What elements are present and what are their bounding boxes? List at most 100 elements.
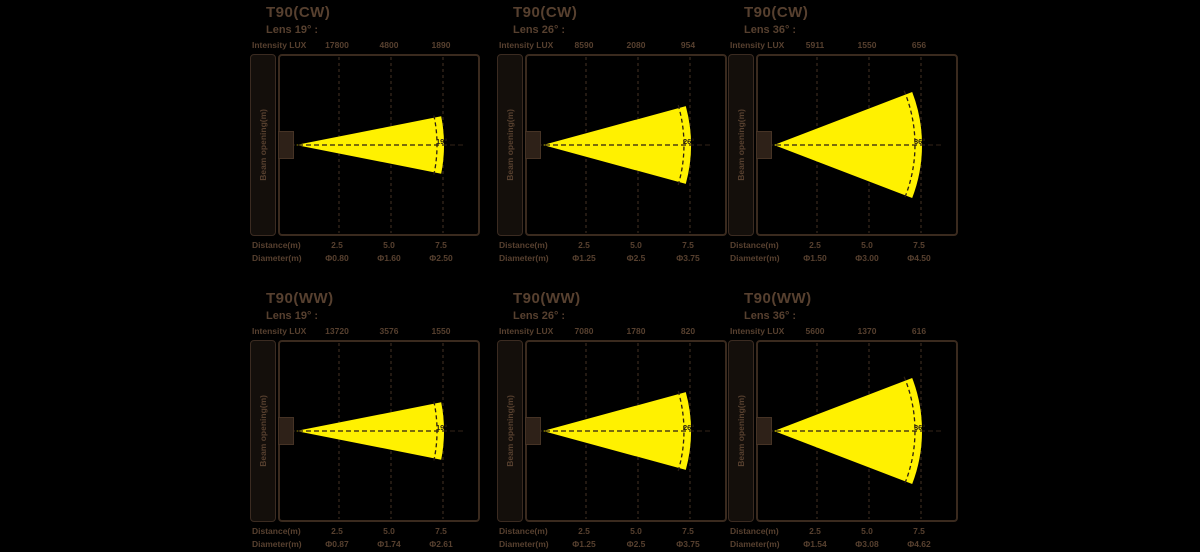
distance-value: 7.5 <box>435 240 447 250</box>
lens-angle-label: Lens 26° : <box>513 24 566 36</box>
intensity-axis-label: Intensity LUX <box>730 40 785 50</box>
intensity-row: Intensity LUX 7080 1780 820 <box>497 326 729 338</box>
distance-row: Distance(m) 2.5 5.0 7.5 <box>250 526 482 538</box>
intensity-value: 5600 <box>805 326 825 336</box>
diameter-axis-label: Diameter(m) <box>499 253 549 263</box>
beam-diagram: T90(WW) Lens 26° : Intensity LUX 7080 17… <box>497 290 729 552</box>
intensity-row: Intensity LUX 5911 1550 656 <box>728 40 960 52</box>
distance-value: 2.5 <box>809 526 821 536</box>
luminaire-fixture <box>756 131 772 159</box>
beam-cone-svg <box>760 343 944 519</box>
intensity-value: 820 <box>680 326 696 336</box>
beam-opening-label: Beam opening(m) <box>505 395 515 467</box>
intensity-value: 1550 <box>857 40 877 50</box>
distance-value: 5.0 <box>861 240 873 250</box>
beam-plot: Beam opening(m) 26° <box>497 54 727 236</box>
beam-opening-arc <box>903 376 916 486</box>
distance-value: 7.5 <box>913 240 925 250</box>
beam-angle-value: 36° <box>914 423 926 432</box>
diameter-value: Φ3.75 <box>676 539 700 549</box>
intensity-value: 8590 <box>574 40 594 50</box>
beam-opening-label: Beam opening(m) <box>505 109 515 181</box>
diameter-value: Φ2.5 <box>626 539 646 549</box>
beam-opening-axis: Beam opening(m) <box>250 340 276 522</box>
distance-axis-label: Distance(m) <box>730 240 779 250</box>
intensity-axis-label: Intensity LUX <box>730 326 785 336</box>
diameter-value: Φ1.54 <box>803 539 827 549</box>
distance-row: Distance(m) 2.5 5.0 7.5 <box>728 240 960 252</box>
beam-cone-svg <box>529 57 713 233</box>
intensity-value: 5911 <box>805 40 825 50</box>
intensity-value: 656 <box>911 40 927 50</box>
intensity-row: Intensity LUX 8590 2080 954 <box>497 40 729 52</box>
beam-opening-axis: Beam opening(m) <box>497 54 523 236</box>
intensity-axis-label: Intensity LUX <box>252 40 307 50</box>
distance-value: 7.5 <box>913 526 925 536</box>
distance-value: 2.5 <box>809 240 821 250</box>
luminaire-fixture <box>278 131 294 159</box>
intensity-value: 1890 <box>431 40 451 50</box>
beam-opening-arc <box>677 390 685 472</box>
diameter-value: Φ1.25 <box>572 253 596 263</box>
beam-diagram: T90(CW) Lens 36° : Intensity LUX 5911 15… <box>728 4 960 266</box>
diameter-value: Φ0.80 <box>325 253 349 263</box>
beam-angle-value: 26° <box>683 137 695 146</box>
lens-angle-label: Lens 26° : <box>513 310 566 322</box>
intensity-value: 17800 <box>325 40 349 50</box>
beam-angle-value: 19° <box>436 137 448 146</box>
diameter-row: Diameter(m) Φ0.87 Φ1.74 Φ2.61 <box>250 539 482 551</box>
beam-opening-axis: Beam opening(m) <box>728 340 754 522</box>
diameter-value: Φ1.25 <box>572 539 596 549</box>
beam-plot: Beam opening(m) 19° <box>250 340 480 522</box>
distance-value: 5.0 <box>383 240 395 250</box>
intensity-value: 1370 <box>857 326 877 336</box>
diameter-value: Φ3.00 <box>855 253 879 263</box>
distance-axis-label: Distance(m) <box>252 526 301 536</box>
beam-opening-arc <box>903 90 916 200</box>
distance-value: 7.5 <box>682 240 694 250</box>
distance-axis-label: Distance(m) <box>252 240 301 250</box>
distance-row: Distance(m) 2.5 5.0 7.5 <box>728 526 960 538</box>
beam-diagram: T90(CW) Lens 19° : Intensity LUX 17800 4… <box>250 4 482 266</box>
diameter-value: Φ1.60 <box>377 253 401 263</box>
intensity-value: 1550 <box>431 326 451 336</box>
intensity-value: 2080 <box>626 40 646 50</box>
diameter-value: Φ4.62 <box>907 539 931 549</box>
intensity-axis-label: Intensity LUX <box>499 326 554 336</box>
lens-angle-label: Lens 36° : <box>744 310 797 322</box>
intensity-value: 7080 <box>574 326 594 336</box>
beam-opening-arc <box>677 104 685 186</box>
distance-value: 7.5 <box>435 526 447 536</box>
luminaire-fixture <box>525 417 541 445</box>
diameter-axis-label: Diameter(m) <box>252 253 302 263</box>
beam-angle-value: 26° <box>683 423 695 432</box>
distance-row: Distance(m) 2.5 5.0 7.5 <box>250 240 482 252</box>
beam-cone-svg <box>760 57 944 233</box>
distance-value: 2.5 <box>578 526 590 536</box>
beam-opening-axis: Beam opening(m) <box>497 340 523 522</box>
intensity-value: 954 <box>680 40 696 50</box>
distance-axis-label: Distance(m) <box>499 240 548 250</box>
beam-cone-svg <box>282 57 466 233</box>
lens-angle-label: Lens 19° : <box>266 310 319 322</box>
intensity-value: 13720 <box>325 326 349 336</box>
diameter-value: Φ2.5 <box>626 253 646 263</box>
distance-value: 5.0 <box>630 526 642 536</box>
intensity-row: Intensity LUX 5600 1370 616 <box>728 326 960 338</box>
beam-plot: Beam opening(m) 26° <box>497 340 727 522</box>
plot-frame: 26° <box>525 54 727 236</box>
beam-plot: Beam opening(m) 36° <box>728 54 958 236</box>
distance-axis-label: Distance(m) <box>499 526 548 536</box>
beam-cone-svg <box>529 343 713 519</box>
plot-frame: 36° <box>756 340 958 522</box>
beam-diagram: T90(WW) Lens 19° : Intensity LUX 13720 3… <box>250 290 482 552</box>
intensity-axis-label: Intensity LUX <box>252 326 307 336</box>
beam-opening-axis: Beam opening(m) <box>728 54 754 236</box>
distance-value: 5.0 <box>383 526 395 536</box>
beam-plot: Beam opening(m) 36° <box>728 340 958 522</box>
distance-axis-label: Distance(m) <box>730 526 779 536</box>
diameter-axis-label: Diameter(m) <box>252 539 302 549</box>
distance-value: 2.5 <box>331 526 343 536</box>
plot-frame: 26° <box>525 340 727 522</box>
intensity-row: Intensity LUX 17800 4800 1890 <box>250 40 482 52</box>
